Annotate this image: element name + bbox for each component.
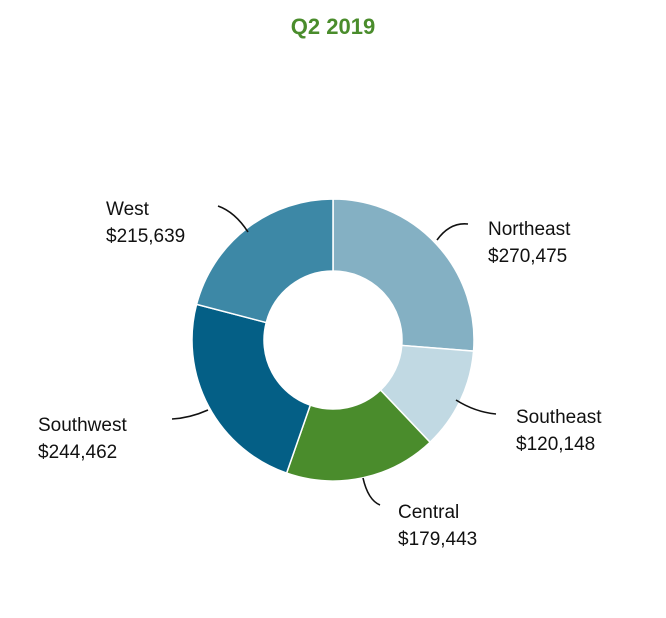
slice-value-west: $215,639: [106, 226, 185, 247]
slice-northeast: [332, 198, 475, 352]
slice-labels: Northeast $270,475 Southeast $120,148 Centra…: [38, 199, 602, 550]
slice-label-southwest: Southwest: [38, 415, 127, 436]
slice-label-southeast: Southeast: [516, 407, 602, 428]
slice-value-southwest: $244,462: [38, 442, 117, 463]
chart-title: Q2 2019: [290, 14, 376, 39]
leader-line-southwest: [171, 409, 209, 420]
leader-lines: [171, 205, 497, 506]
slice-value-northeast: $270,475: [488, 246, 567, 267]
leader-line-central: [362, 477, 381, 506]
slice-central: [285, 388, 432, 482]
slice-southwest: [191, 303, 312, 475]
leader-line-southeast: [455, 399, 497, 415]
slice-label-central: Central: [398, 502, 459, 523]
donut-slices: [191, 198, 475, 482]
slice-value-southeast: $120,148: [516, 434, 595, 455]
slice-label-west: West: [106, 199, 150, 220]
slice-label-northeast: Northeast: [488, 219, 571, 240]
leader-line-northeast: [436, 223, 469, 241]
leader-line-west: [217, 205, 249, 233]
slice-west: [195, 198, 334, 324]
slice-value-central: $179,443: [398, 529, 477, 550]
